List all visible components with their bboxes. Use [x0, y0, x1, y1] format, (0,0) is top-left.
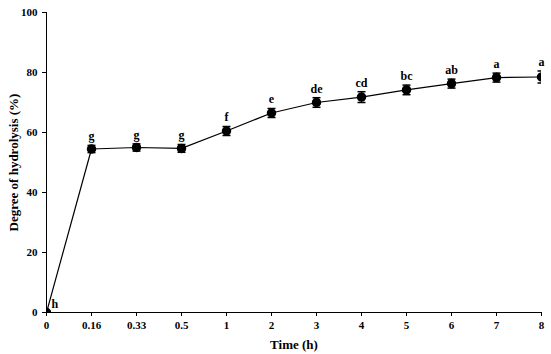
svg-text:Time (h): Time (h) — [270, 337, 318, 352]
svg-text:a: a — [539, 55, 545, 69]
svg-text:100: 100 — [21, 6, 38, 18]
svg-text:bc: bc — [401, 69, 414, 83]
svg-text:g: g — [134, 128, 140, 142]
svg-text:20: 20 — [27, 246, 39, 258]
svg-text:40: 40 — [27, 186, 39, 198]
svg-text:ab: ab — [445, 63, 458, 77]
svg-text:h: h — [52, 297, 59, 311]
svg-text:60: 60 — [27, 126, 39, 138]
svg-text:80: 80 — [27, 66, 39, 78]
svg-text:e: e — [269, 92, 275, 106]
svg-text:2: 2 — [269, 319, 275, 331]
svg-text:cd: cd — [356, 76, 368, 90]
svg-text:0: 0 — [32, 306, 38, 318]
svg-text:Degree of hydrolysis (%): Degree of hydrolysis (%) — [6, 94, 21, 232]
svg-text:6: 6 — [449, 319, 455, 331]
svg-text:de: de — [311, 82, 324, 96]
svg-text:0.33: 0.33 — [127, 319, 147, 331]
svg-text:0.16: 0.16 — [82, 319, 102, 331]
svg-text:1: 1 — [224, 319, 230, 331]
svg-text:4: 4 — [359, 319, 365, 331]
svg-text:8: 8 — [539, 319, 545, 331]
svg-text:f: f — [225, 110, 230, 124]
svg-text:g: g — [179, 128, 185, 142]
svg-text:a: a — [494, 57, 500, 71]
svg-text:0: 0 — [44, 319, 50, 331]
svg-text:5: 5 — [404, 319, 410, 331]
svg-text:7: 7 — [494, 319, 500, 331]
svg-text:0.5: 0.5 — [175, 319, 189, 331]
svg-text:3: 3 — [314, 319, 320, 331]
svg-text:g: g — [89, 129, 95, 143]
